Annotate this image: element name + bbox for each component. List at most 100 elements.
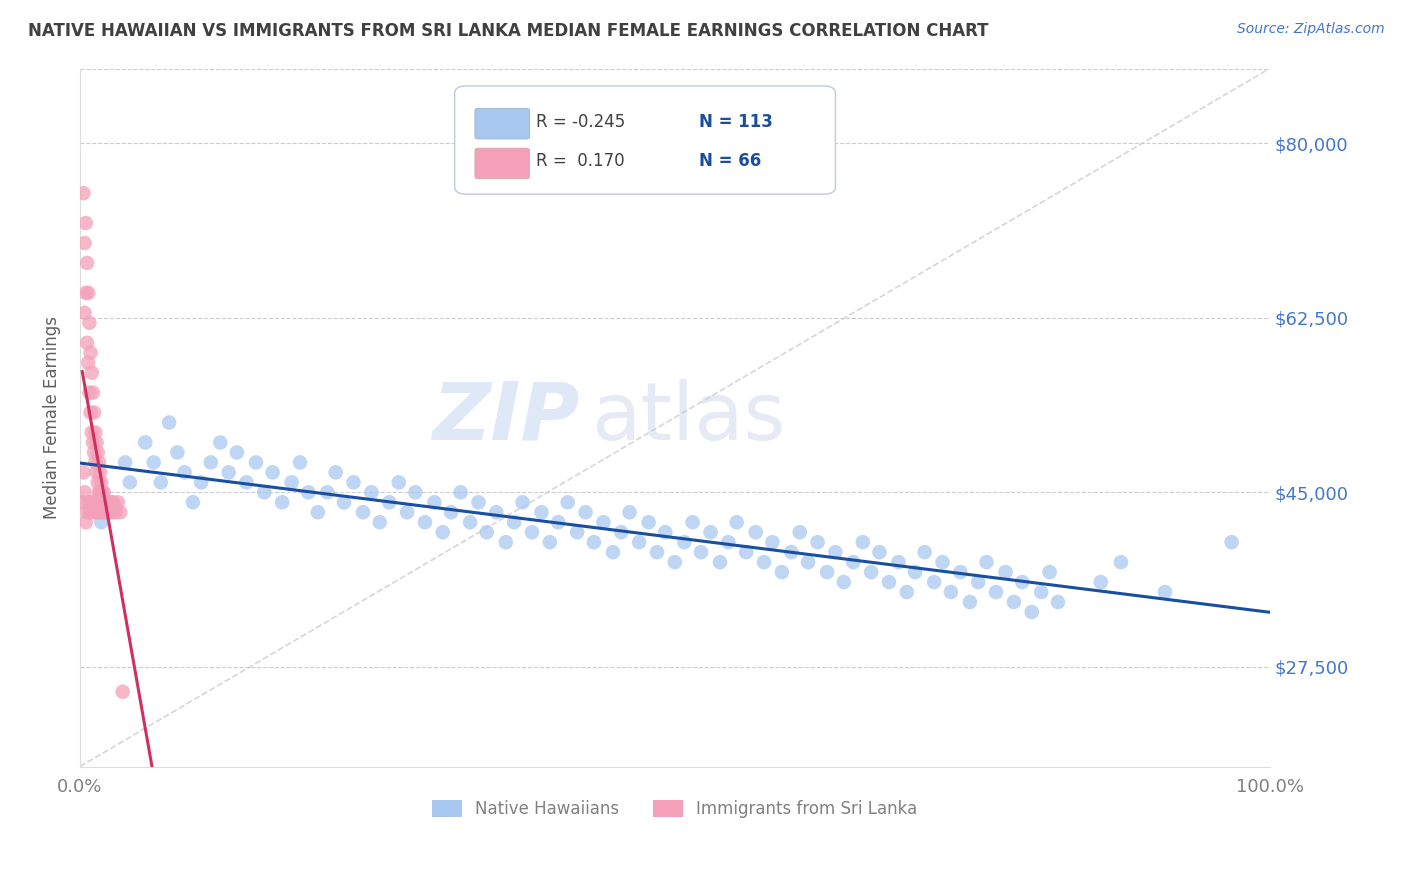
Point — [87, 505, 110, 519]
Point — [73, 235, 96, 250]
Point — [86, 435, 108, 450]
FancyBboxPatch shape — [454, 86, 835, 194]
Y-axis label: Median Female Earnings: Median Female Earnings — [44, 316, 60, 519]
Point — [959, 595, 981, 609]
Point — [90, 505, 112, 519]
Point — [842, 555, 865, 569]
Point — [780, 545, 803, 559]
Point — [181, 495, 204, 509]
Point — [288, 455, 311, 469]
Legend: Native Hawaiians, Immigrants from Sri Lanka: Native Hawaiians, Immigrants from Sri La… — [426, 793, 924, 824]
Point — [1090, 575, 1112, 590]
Point — [396, 505, 419, 519]
Point — [709, 555, 731, 569]
Point — [520, 525, 543, 540]
Point — [253, 485, 276, 500]
Point — [77, 495, 100, 509]
Point — [98, 495, 121, 509]
Point — [142, 455, 165, 469]
Point — [628, 535, 651, 549]
Point — [157, 416, 180, 430]
Point — [860, 565, 883, 579]
Point — [967, 575, 990, 590]
Point — [86, 505, 108, 519]
Point — [475, 525, 498, 540]
Point — [93, 485, 115, 500]
Point — [87, 495, 110, 509]
Point — [100, 495, 122, 509]
Point — [83, 505, 105, 519]
Point — [72, 466, 94, 480]
Point — [87, 485, 110, 500]
Text: NATIVE HAWAIIAN VS IMMIGRANTS FROM SRI LANKA MEDIAN FEMALE EARNINGS CORRELATION : NATIVE HAWAIIAN VS IMMIGRANTS FROM SRI L… — [28, 22, 988, 40]
Point — [73, 485, 96, 500]
Point — [94, 495, 117, 509]
Point — [931, 555, 953, 569]
Point — [744, 525, 766, 540]
Point — [83, 445, 105, 459]
Point — [832, 575, 855, 590]
Point — [93, 495, 115, 509]
Point — [887, 555, 910, 569]
Point — [89, 495, 111, 509]
Point — [79, 495, 101, 509]
Point — [77, 285, 100, 300]
Point — [1011, 575, 1033, 590]
Point — [80, 505, 103, 519]
Text: Source: ZipAtlas.com: Source: ZipAtlas.com — [1237, 22, 1385, 37]
Point — [1031, 585, 1053, 599]
Point — [79, 345, 101, 359]
Point — [976, 555, 998, 569]
Point — [82, 495, 104, 509]
FancyBboxPatch shape — [475, 108, 530, 139]
Point — [717, 535, 740, 549]
Point — [582, 535, 605, 549]
Point — [118, 475, 141, 490]
Point — [149, 475, 172, 490]
Point — [450, 485, 472, 500]
Point — [404, 485, 426, 500]
Point — [297, 485, 319, 500]
Point — [90, 515, 112, 529]
Point — [654, 525, 676, 540]
Point — [512, 495, 534, 509]
Point — [547, 515, 569, 529]
Point — [90, 495, 112, 509]
Point — [97, 495, 120, 509]
Point — [104, 505, 127, 519]
Point — [752, 555, 775, 569]
Point — [1002, 595, 1025, 609]
Text: R =  0.170: R = 0.170 — [536, 153, 624, 170]
Point — [413, 515, 436, 529]
Point — [79, 406, 101, 420]
Point — [94, 495, 117, 509]
Point — [789, 525, 811, 540]
Point — [806, 535, 828, 549]
Point — [280, 475, 302, 490]
Point — [824, 545, 846, 559]
Point — [75, 285, 97, 300]
Point — [538, 535, 561, 549]
Text: R = -0.245: R = -0.245 — [536, 112, 624, 130]
Point — [797, 555, 820, 569]
Point — [89, 466, 111, 480]
Point — [368, 515, 391, 529]
Point — [77, 356, 100, 370]
Point — [352, 505, 374, 519]
Point — [378, 495, 401, 509]
Point — [114, 455, 136, 469]
Point — [939, 585, 962, 599]
Point — [333, 495, 356, 509]
Point — [87, 455, 110, 469]
Point — [70, 495, 93, 509]
Point — [994, 565, 1017, 579]
Point — [922, 575, 945, 590]
Point — [76, 335, 98, 350]
Point — [173, 466, 195, 480]
Point — [467, 495, 489, 509]
Point — [574, 505, 596, 519]
Point — [673, 535, 696, 549]
Point — [84, 455, 107, 469]
Text: N = 66: N = 66 — [699, 153, 761, 170]
Point — [1154, 585, 1177, 599]
